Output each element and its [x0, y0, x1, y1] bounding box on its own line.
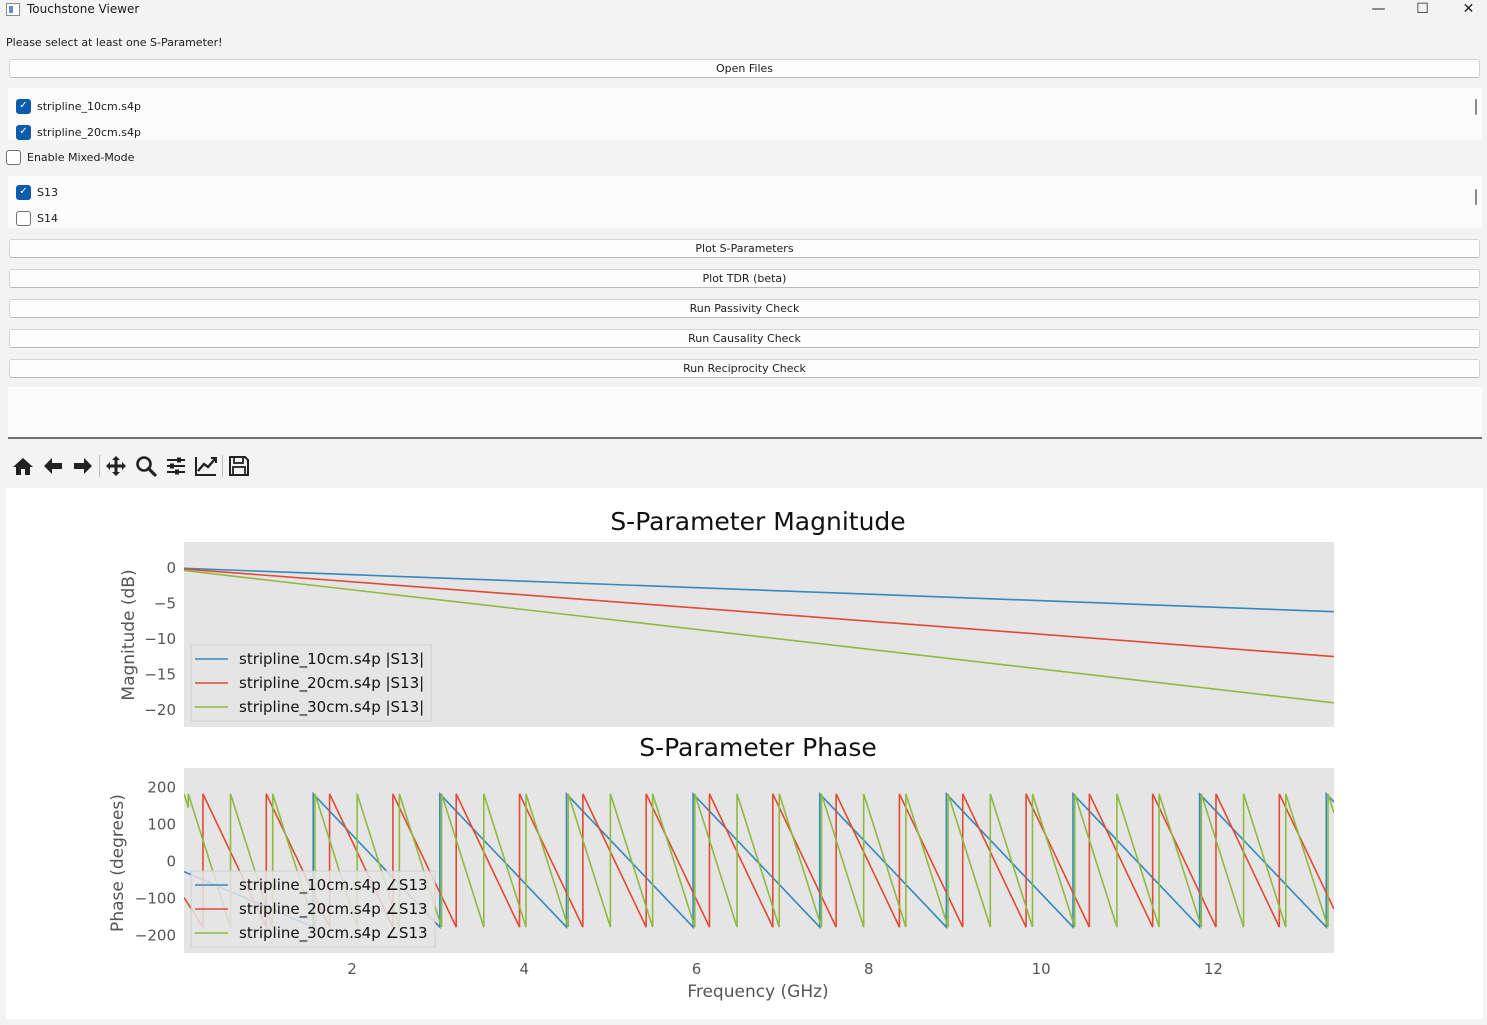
phase-xlabel: Frequency (GHz) [687, 982, 828, 1002]
sparam-name: S14 [37, 211, 58, 225]
file-checkbox[interactable]: ✓ [16, 98, 31, 114]
legend-entry: stripline_30cm.s4p |S13| [239, 698, 424, 717]
magnitude-ylabel: Magnitude (dB) [119, 569, 139, 700]
magnitude-legend: stripline_10cm.s4p |S13| stripline_20cm.… [190, 644, 432, 722]
file-checkbox[interactable]: ✓ [16, 124, 31, 140]
y-tick-label: 200 [147, 779, 176, 797]
back-arrow-icon[interactable] [38, 452, 68, 480]
x-tick-label: 8 [864, 960, 874, 978]
plot-sparams-button[interactable]: Plot S-Parameters [9, 239, 1480, 258]
file-list-scrollbar[interactable] [1475, 99, 1477, 115]
title-bar: Touchstone Viewer — ☐ ✕ [0, 0, 1487, 22]
home-icon[interactable] [8, 452, 38, 480]
sparam-item[interactable]: ✓ S13 [16, 183, 58, 201]
sparam-list-scrollbar[interactable] [1475, 189, 1477, 205]
y-tick-label: −5 [154, 594, 176, 612]
legend-entry: stripline_30cm.s4p ∠S13 [239, 924, 428, 943]
toolbar-separator [222, 455, 223, 477]
sparam-name: S13 [37, 185, 58, 199]
save-icon[interactable] [224, 452, 254, 480]
file-name: stripline_10cm.s4p [37, 99, 141, 113]
passivity-check-button[interactable]: Run Passivity Check [9, 299, 1480, 318]
mixed-mode-toggle[interactable]: Enable Mixed-Mode [6, 150, 134, 165]
edit-axis-icon[interactable] [191, 452, 221, 480]
y-tick-label: −100 [135, 890, 176, 908]
y-tick-label: −20 [144, 701, 176, 719]
series-line [184, 793, 1334, 930]
causality-check-button[interactable]: Run Causality Check [9, 329, 1480, 348]
series-line [184, 567, 1334, 613]
sparam-list[interactable]: ✓ S13 S14 [8, 176, 1482, 228]
mixed-mode-checkbox[interactable] [6, 150, 21, 165]
configure-subplots-icon[interactable] [161, 452, 191, 480]
phase-legend: stripline_10cm.s4p ∠S13 stripline_20cm.s… [190, 870, 436, 948]
sparam-checkbox[interactable]: ✓ [16, 184, 31, 200]
magnitude-title: S-Parameter Magnitude [610, 507, 905, 536]
output-text-area[interactable] [8, 387, 1482, 439]
sparam-item[interactable]: S14 [16, 209, 58, 227]
window-title: Touchstone Viewer [27, 2, 140, 16]
x-tick-label: 6 [692, 960, 702, 978]
file-list[interactable]: ✓ stripline_10cm.s4p ✓ stripline_20cm.s4… [8, 88, 1482, 140]
y-tick-label: 100 [147, 816, 176, 834]
mixed-mode-label: Enable Mixed-Mode [27, 151, 135, 164]
legend-entry: stripline_10cm.s4p |S13| [239, 650, 424, 669]
pan-icon[interactable] [101, 452, 131, 480]
x-tick-label: 2 [347, 960, 357, 978]
x-tick-label: 4 [519, 960, 529, 978]
legend-entry: stripline_20cm.s4p ∠S13 [239, 900, 428, 919]
phase-axes: 200 100 0 −100 −200 2 4 6 8 10 12 S-Parameter Phas… [108, 733, 1334, 1002]
file-item[interactable]: ✓ stripline_20cm.s4p [16, 123, 141, 141]
y-tick-label: −10 [144, 630, 176, 648]
magnitude-axes: 0 −5 −10 −15 −20 S-Parameter Magnitude Magni… [119, 507, 1334, 727]
y-tick-label: −200 [135, 927, 176, 945]
plot-tdr-button[interactable]: Plot TDR (beta) [9, 269, 1480, 288]
phase-title: S-Parameter Phase [639, 733, 877, 762]
plot-canvas[interactable]: 0 −5 −10 −15 −20 S-Parameter Magnitude Magni… [6, 488, 1483, 1019]
plot-figure[interactable]: 0 −5 −10 −15 −20 S-Parameter Magnitude Magni… [6, 488, 1483, 1019]
status-message: Please select at least one S-Parameter! [6, 36, 223, 49]
forward-arrow-icon[interactable] [68, 452, 98, 480]
toolbar-separator [99, 455, 100, 477]
reciprocity-check-button[interactable]: Run Reciprocity Check [9, 359, 1480, 378]
open-files-button[interactable]: Open Files [9, 59, 1480, 78]
y-tick-label: 0 [166, 559, 176, 577]
y-tick-label: −15 [144, 666, 176, 684]
zoom-icon[interactable] [131, 452, 161, 480]
series-line [184, 793, 1334, 928]
series-line [184, 569, 1334, 704]
file-item[interactable]: ✓ stripline_10cm.s4p [16, 97, 141, 115]
close-button[interactable]: ✕ [1462, 1, 1475, 17]
maximize-button[interactable]: ☐ [1416, 1, 1429, 17]
app-icon [6, 3, 20, 16]
sparam-checkbox[interactable] [16, 210, 31, 226]
y-tick-label: 0 [166, 853, 176, 871]
legend-entry: stripline_20cm.s4p |S13| [239, 674, 424, 693]
x-tick-label: 10 [1032, 960, 1051, 978]
file-name: stripline_20cm.s4p [37, 125, 141, 139]
legend-entry: stripline_10cm.s4p ∠S13 [239, 876, 428, 895]
minimize-button[interactable]: — [1371, 1, 1386, 17]
phase-ylabel: Phase (degrees) [108, 794, 128, 932]
plot-toolbar [8, 452, 254, 480]
series-line [184, 568, 1334, 658]
series-line [184, 791, 1334, 930]
x-tick-label: 12 [1204, 960, 1223, 978]
